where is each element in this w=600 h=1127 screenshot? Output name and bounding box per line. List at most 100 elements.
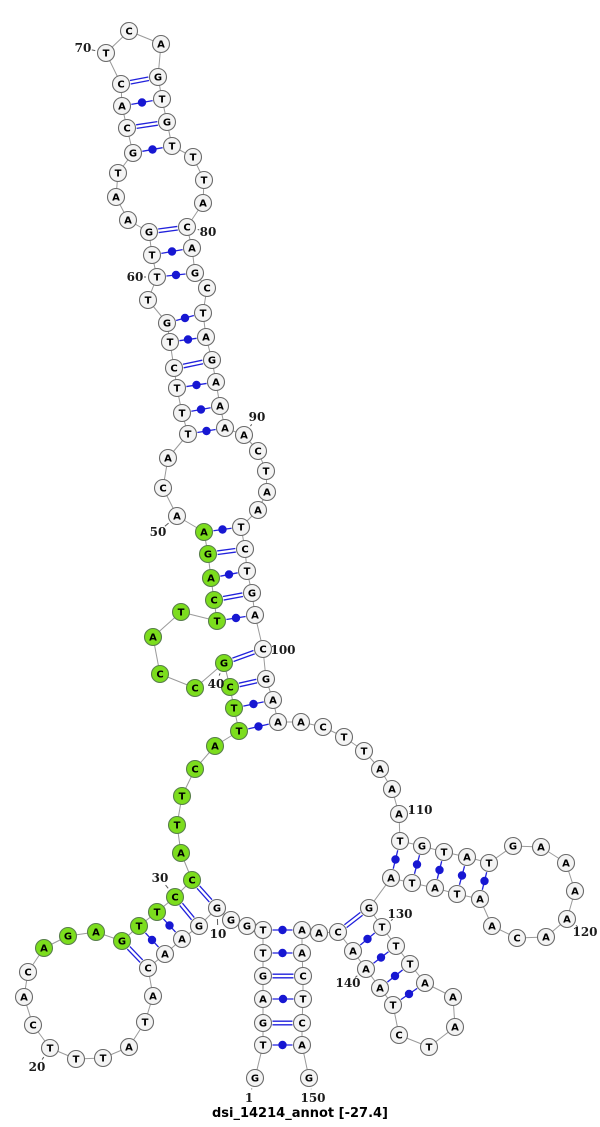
svg-text:T: T (142, 1018, 149, 1029)
bond-dot-icon (196, 405, 206, 414)
nucleotide: C (119, 21, 139, 41)
svg-text:A: A (157, 40, 165, 51)
nucleotide: A (14, 987, 34, 1007)
svg-text:110: 110 (407, 803, 432, 817)
svg-text:A: A (542, 933, 550, 944)
bond-dot-icon (202, 426, 211, 436)
nucleotide: C (197, 278, 217, 298)
nucleotide: A (194, 522, 214, 542)
nucleotide: C (220, 677, 240, 697)
bond-dot-icon (457, 871, 467, 880)
nucleotide: A (292, 943, 312, 963)
svg-text:A: A (431, 884, 439, 895)
svg-text:G: G (259, 972, 267, 983)
nucleotide: C (313, 717, 333, 737)
svg-text:C: C (156, 670, 163, 681)
svg-text:C: C (298, 1019, 305, 1030)
nucleotide: A (382, 779, 402, 799)
svg-text:A: A (376, 984, 384, 995)
nucleotide: T (237, 561, 257, 581)
nucleotide: C (248, 441, 268, 461)
svg-text:C: C (123, 124, 130, 135)
bond-dot-icon (147, 935, 157, 945)
svg-text:T: T (149, 251, 156, 262)
svg-text:T: T (179, 792, 186, 803)
nucleotide: T (354, 741, 374, 761)
nucleotide: T (172, 403, 192, 423)
svg-text:G: G (220, 659, 228, 670)
double-bond (196, 885, 213, 903)
nucleotide: G (157, 313, 177, 333)
svg-text:T: T (238, 523, 245, 534)
noncanonical-bond (272, 925, 293, 935)
svg-text:T: T (214, 617, 221, 628)
svg-text:T: T (169, 142, 176, 153)
svg-text:A: A (263, 488, 271, 499)
svg-text:T: T (393, 942, 400, 953)
svg-text:A: A (449, 993, 457, 1004)
svg-text:A: A (376, 765, 384, 776)
svg-text:10: 10 (210, 927, 227, 941)
noncanonical-bond (272, 1040, 293, 1050)
svg-text:T: T (379, 923, 386, 934)
svg-text:C: C (299, 972, 306, 983)
svg-text:70: 70 (75, 41, 92, 55)
svg-text:C: C (210, 596, 217, 607)
svg-text:A: A (125, 1043, 133, 1054)
double-bond (126, 946, 144, 963)
svg-text:T: T (441, 848, 448, 859)
nucleotide: A (253, 989, 273, 1009)
bond-dot-icon (363, 934, 372, 944)
nucleotide: T (194, 170, 214, 190)
svg-text:T: T (300, 995, 307, 1006)
svg-text:100: 100 (270, 643, 295, 657)
nucleotide: A (565, 881, 585, 901)
bond-dot-icon (192, 380, 201, 390)
svg-text:T: T (159, 95, 166, 106)
position-label: 50 (150, 522, 169, 539)
nucleotide: T (138, 290, 158, 310)
svg-text:G: G (163, 319, 171, 330)
bond-dot-icon (404, 989, 414, 999)
noncanonical-bond (457, 866, 467, 885)
svg-text:T: T (201, 176, 208, 187)
nucleotide: T (224, 698, 244, 718)
nucleotide: A (292, 920, 312, 940)
svg-text:A: A (269, 696, 277, 707)
noncanonical-bond (373, 951, 389, 964)
svg-text:A: A (200, 528, 208, 539)
noncanonical-bond (226, 613, 246, 623)
position-label: 140 (335, 975, 361, 990)
nucleotide: T (419, 1037, 439, 1057)
svg-text:T: T (200, 309, 207, 320)
svg-text:C: C (188, 876, 195, 887)
svg-text:T: T (136, 922, 143, 933)
svg-text:A: A (315, 929, 323, 940)
nucleotide: C (204, 590, 224, 610)
nucleotide: A (557, 909, 577, 929)
svg-text:G: G (509, 842, 517, 853)
nucleotide: A (245, 605, 265, 625)
svg-text:A: A (297, 718, 305, 729)
svg-text:T: T (260, 926, 267, 937)
nucleotide: T (178, 424, 198, 444)
nucleotide: A (370, 759, 390, 779)
svg-text:G: G (305, 1074, 313, 1085)
bond-dot-icon (390, 971, 400, 981)
bond-dot-icon (224, 570, 234, 579)
nucleotide: A (309, 923, 329, 943)
nucleotide: T (386, 936, 406, 956)
svg-text:T: T (190, 153, 197, 164)
svg-text:G: G (145, 228, 153, 239)
svg-text:A: A (362, 965, 370, 976)
svg-text:A: A (298, 949, 306, 960)
nucleotide: A (425, 878, 445, 898)
nucleotide: T (135, 1012, 155, 1032)
svg-text:C: C (117, 80, 124, 91)
nucleotide: T (479, 853, 499, 873)
svg-text:G: G (227, 916, 235, 927)
svg-text:80: 80 (200, 225, 217, 239)
noncanonical-bond (480, 872, 489, 890)
nucleotide: A (205, 736, 225, 756)
